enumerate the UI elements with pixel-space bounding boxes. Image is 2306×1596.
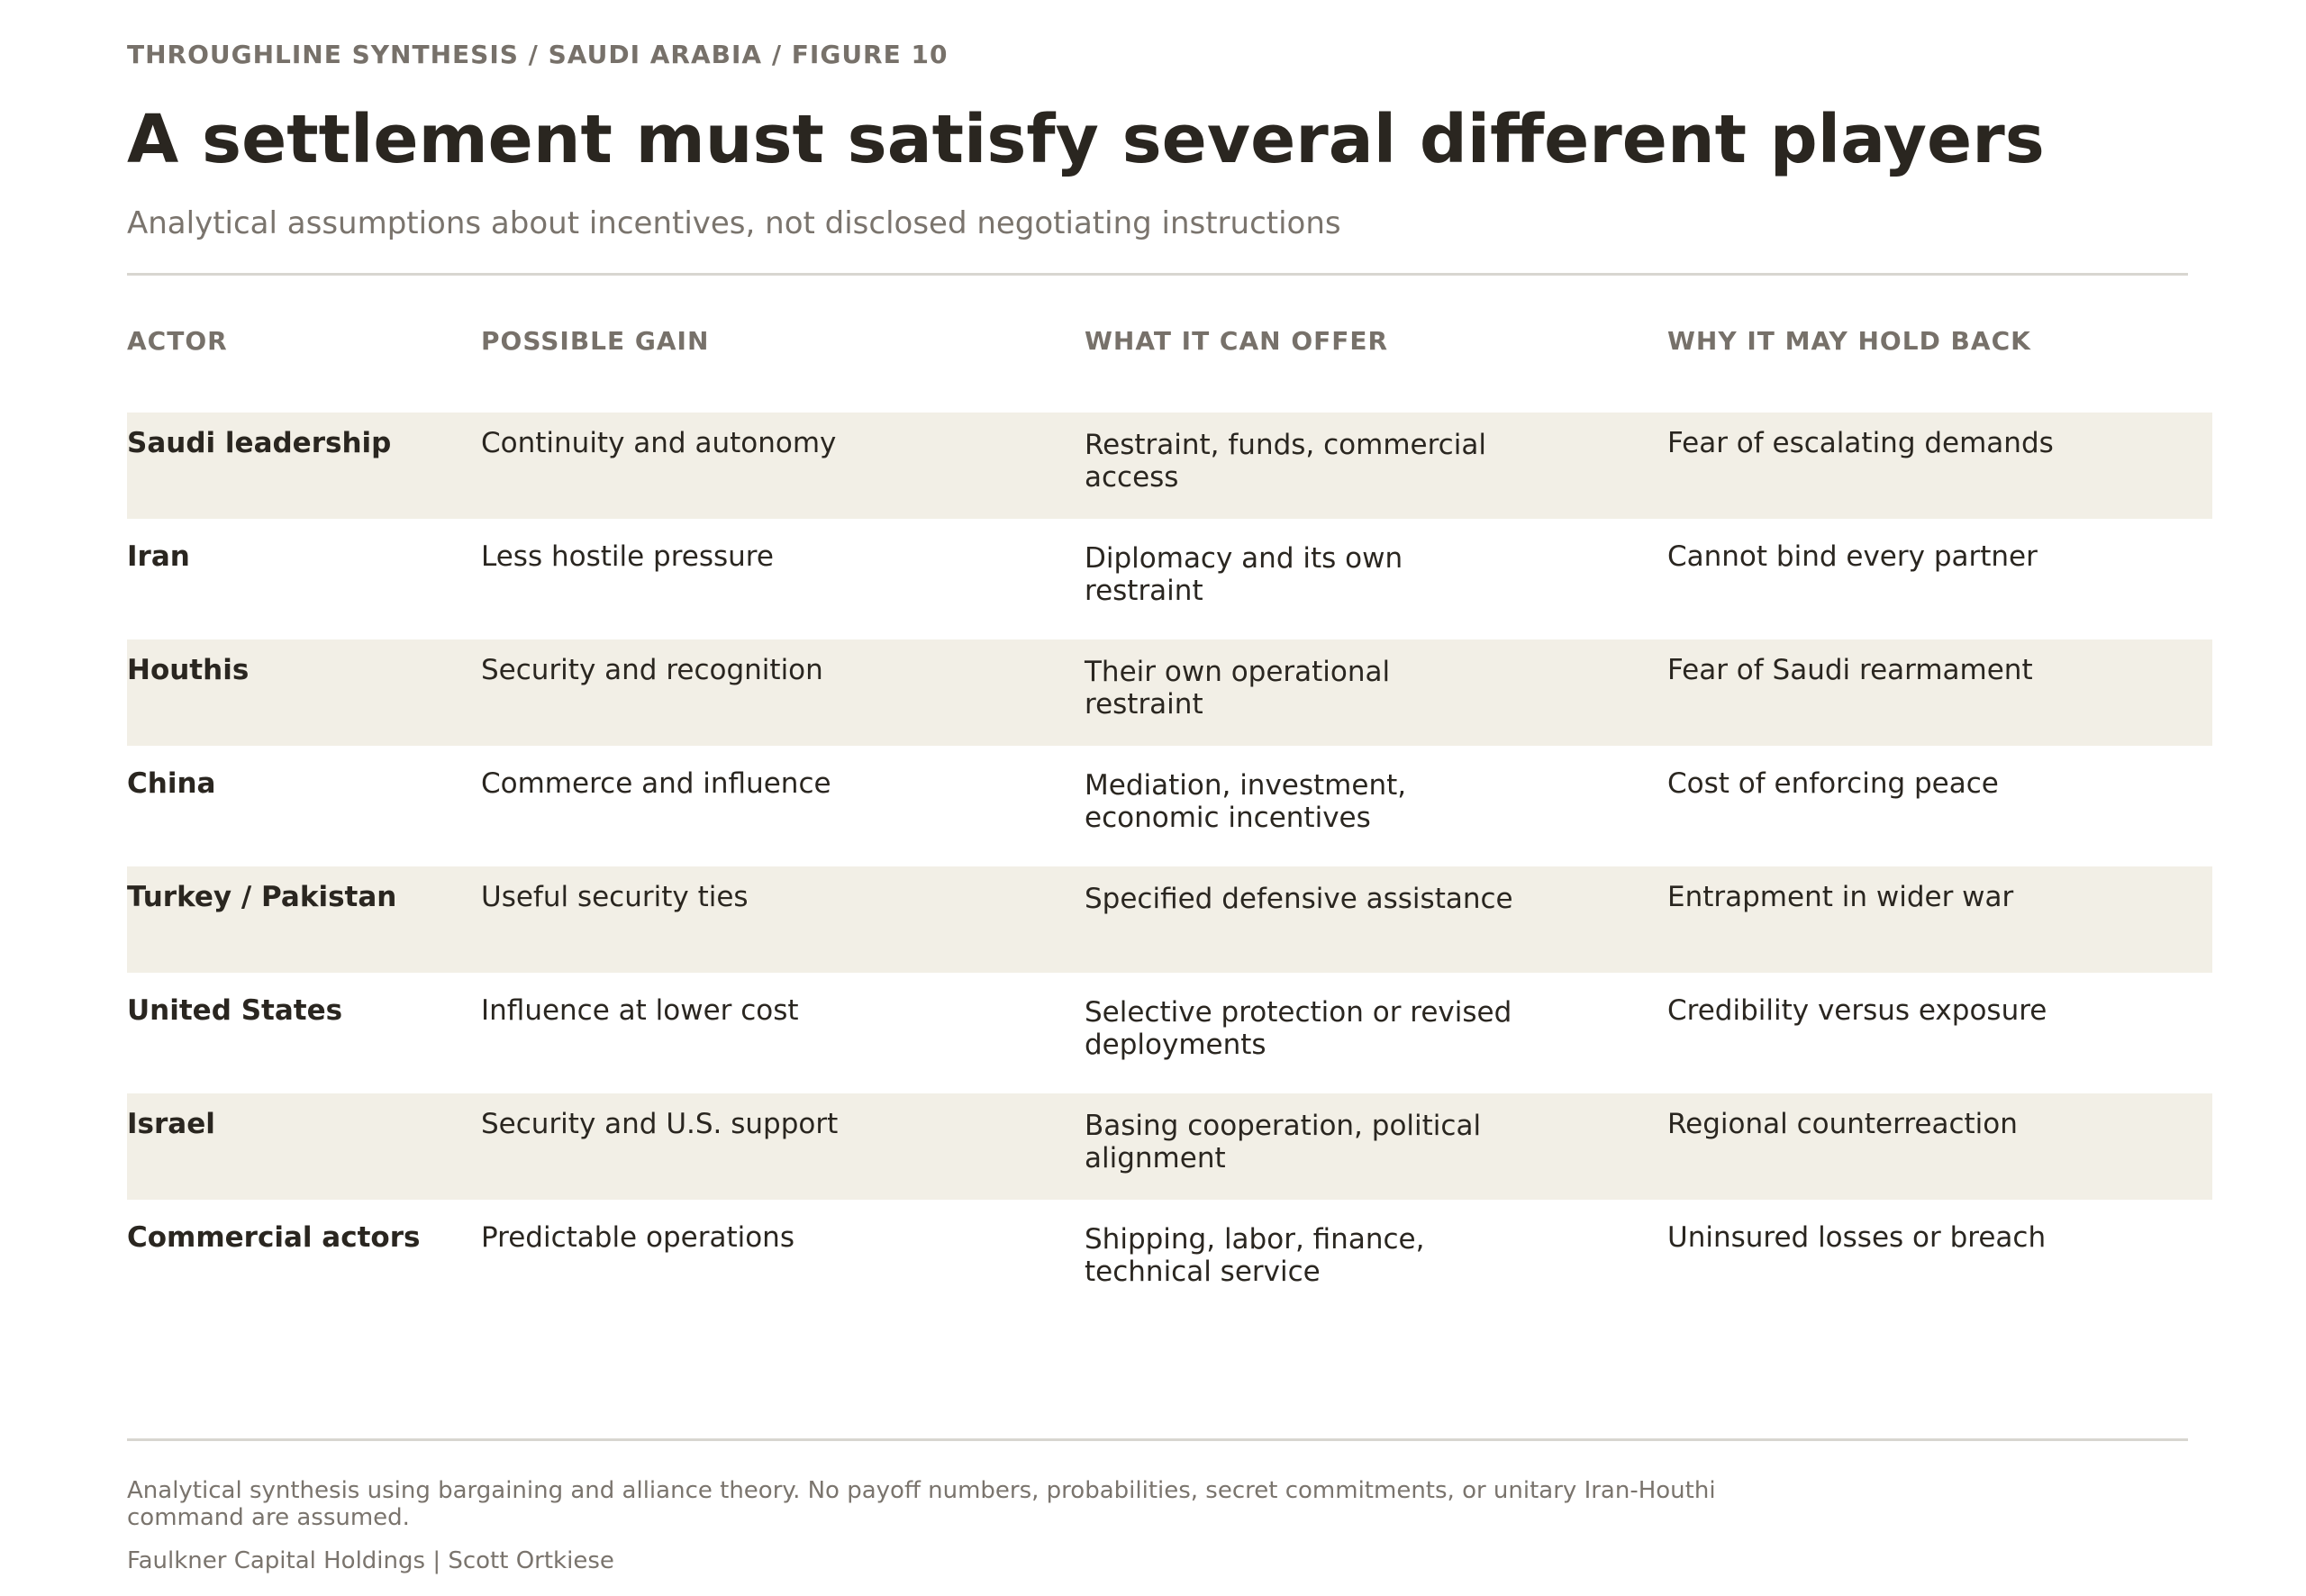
- table-row: Houthis Security and recognition Their o…: [127, 639, 2212, 746]
- gain-cell: Continuity and autonomy: [481, 427, 837, 459]
- actor-cell: Turkey / Pakistan: [127, 881, 397, 913]
- table-row: Commercial actors Predictable operations…: [127, 1207, 2212, 1313]
- actor-cell: Houthis: [127, 654, 250, 686]
- table-row: Turkey / Pakistan Useful security ties S…: [127, 866, 2212, 973]
- gain-cell: Security and U.S. support: [481, 1108, 839, 1140]
- footnote: Analytical synthesis using bargaining an…: [127, 1477, 1716, 1531]
- top-divider: [127, 273, 2188, 276]
- breadcrumb: THROUGHLINE SYNTHESIS / SAUDI ARABIA / F…: [127, 40, 949, 69]
- column-header-what-it-can-offer: WHAT IT CAN OFFER: [1085, 326, 1389, 356]
- offer-cell: Their own operational restraint: [1085, 656, 1391, 721]
- hold-back-cell: Uninsured losses or breach: [1667, 1221, 2047, 1254]
- actor-cell: China: [127, 767, 216, 800]
- table-row: Israel Security and U.S. support Basing …: [127, 1093, 2212, 1200]
- gain-cell: Security and recognition: [481, 654, 823, 686]
- table-header: ACTOR POSSIBLE GAIN WHAT IT CAN OFFER WH…: [127, 326, 2212, 362]
- hold-back-cell: Regional counterreaction: [1667, 1108, 2018, 1140]
- offer-cell: Shipping, labor, finance, technical serv…: [1085, 1223, 1425, 1288]
- actor-cell: United States: [127, 994, 343, 1027]
- gain-cell: Useful security ties: [481, 881, 749, 913]
- actor-cell: Israel: [127, 1108, 215, 1140]
- figure-page: THROUGHLINE SYNTHESIS / SAUDI ARABIA / F…: [127, 0, 2212, 1596]
- table-row: Iran Less hostile pressure Diplomacy and…: [127, 526, 2212, 632]
- page-title: A settlement must satisfy several differ…: [127, 101, 2045, 178]
- hold-back-cell: Fear of escalating demands: [1667, 427, 2054, 459]
- offer-cell: Diplomacy and its own restraint: [1085, 542, 1403, 607]
- offer-cell: Restraint, funds, commercial access: [1085, 429, 1486, 494]
- column-header-possible-gain: POSSIBLE GAIN: [481, 326, 710, 356]
- offer-cell: Mediation, investment, economic incentiv…: [1085, 769, 1407, 834]
- credit-line: Faulkner Capital Holdings | Scott Ortkie…: [127, 1547, 614, 1574]
- hold-back-cell: Fear of Saudi rearmament: [1667, 654, 2033, 686]
- page-subtitle: Analytical assumptions about incentives,…: [127, 205, 1341, 241]
- table-row: China Commerce and influence Mediation, …: [127, 753, 2212, 859]
- hold-back-cell: Credibility versus exposure: [1667, 994, 2047, 1027]
- hold-back-cell: Cannot bind every partner: [1667, 540, 2038, 573]
- bottom-divider: [127, 1438, 2188, 1441]
- hold-back-cell: Entrapment in wider war: [1667, 881, 2014, 913]
- column-header-why-it-may-hold-back: WHY IT MAY HOLD BACK: [1667, 326, 2031, 356]
- hold-back-cell: Cost of enforcing peace: [1667, 767, 1999, 800]
- gain-cell: Commerce and influence: [481, 767, 831, 800]
- gain-cell: Influence at lower cost: [481, 994, 799, 1027]
- table-row: United States Influence at lower cost Se…: [127, 980, 2212, 1086]
- gain-cell: Less hostile pressure: [481, 540, 774, 573]
- actor-cell: Iran: [127, 540, 190, 573]
- offer-cell: Specified defensive assistance: [1085, 883, 1513, 915]
- table-row: Saudi leadership Continuity and autonomy…: [127, 413, 2212, 519]
- column-header-actor: ACTOR: [127, 326, 228, 356]
- offer-cell: Basing cooperation, political alignment: [1085, 1110, 1482, 1174]
- actor-cell: Commercial actors: [127, 1221, 421, 1254]
- offer-cell: Selective protection or revised deployme…: [1085, 996, 1512, 1061]
- actor-cell: Saudi leadership: [127, 427, 392, 459]
- gain-cell: Predictable operations: [481, 1221, 794, 1254]
